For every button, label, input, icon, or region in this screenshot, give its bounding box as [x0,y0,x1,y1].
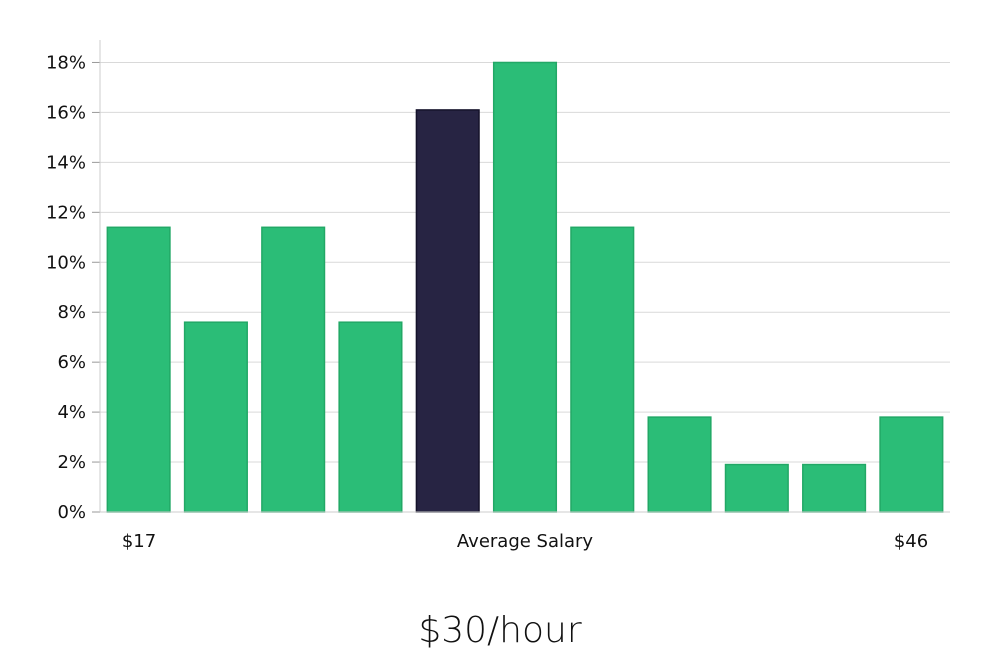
salary-histogram-chart: 0% 2% 4% 6% 8% 10% 12% 14% 16% 18% $17 Average Sa… [46,40,950,552]
bar [261,226,326,513]
y-tick-label: 12% [46,202,86,223]
bar [183,321,248,513]
y-tick-label: 6% [57,352,86,373]
bar [647,416,712,513]
y-tick-label: 10% [46,252,86,273]
x-label-average: Average Salary [457,531,594,552]
y-tick-label: 18% [46,52,86,73]
bar [570,226,635,513]
bar [492,61,558,513]
y-tick-label: 2% [57,452,86,473]
bar-average-salary [415,109,480,513]
x-label-max: $46 [894,531,928,552]
bar [724,463,789,513]
y-tick-label: 8% [57,302,86,323]
bar [106,226,171,513]
y-tick-label: 14% [46,152,86,173]
bars [106,61,944,513]
y-tick-label: 16% [46,102,86,123]
bar [879,416,944,513]
bar [802,463,867,513]
x-label-min: $17 [122,531,156,552]
y-tick-label: 0% [57,502,86,523]
bar [338,321,403,513]
y-axis-ticks: 0% 2% 4% 6% 8% 10% 12% 14% 16% 18% [46,52,100,523]
y-tick-label: 4% [57,402,86,423]
average-salary-caption: $30/hour [418,610,582,651]
